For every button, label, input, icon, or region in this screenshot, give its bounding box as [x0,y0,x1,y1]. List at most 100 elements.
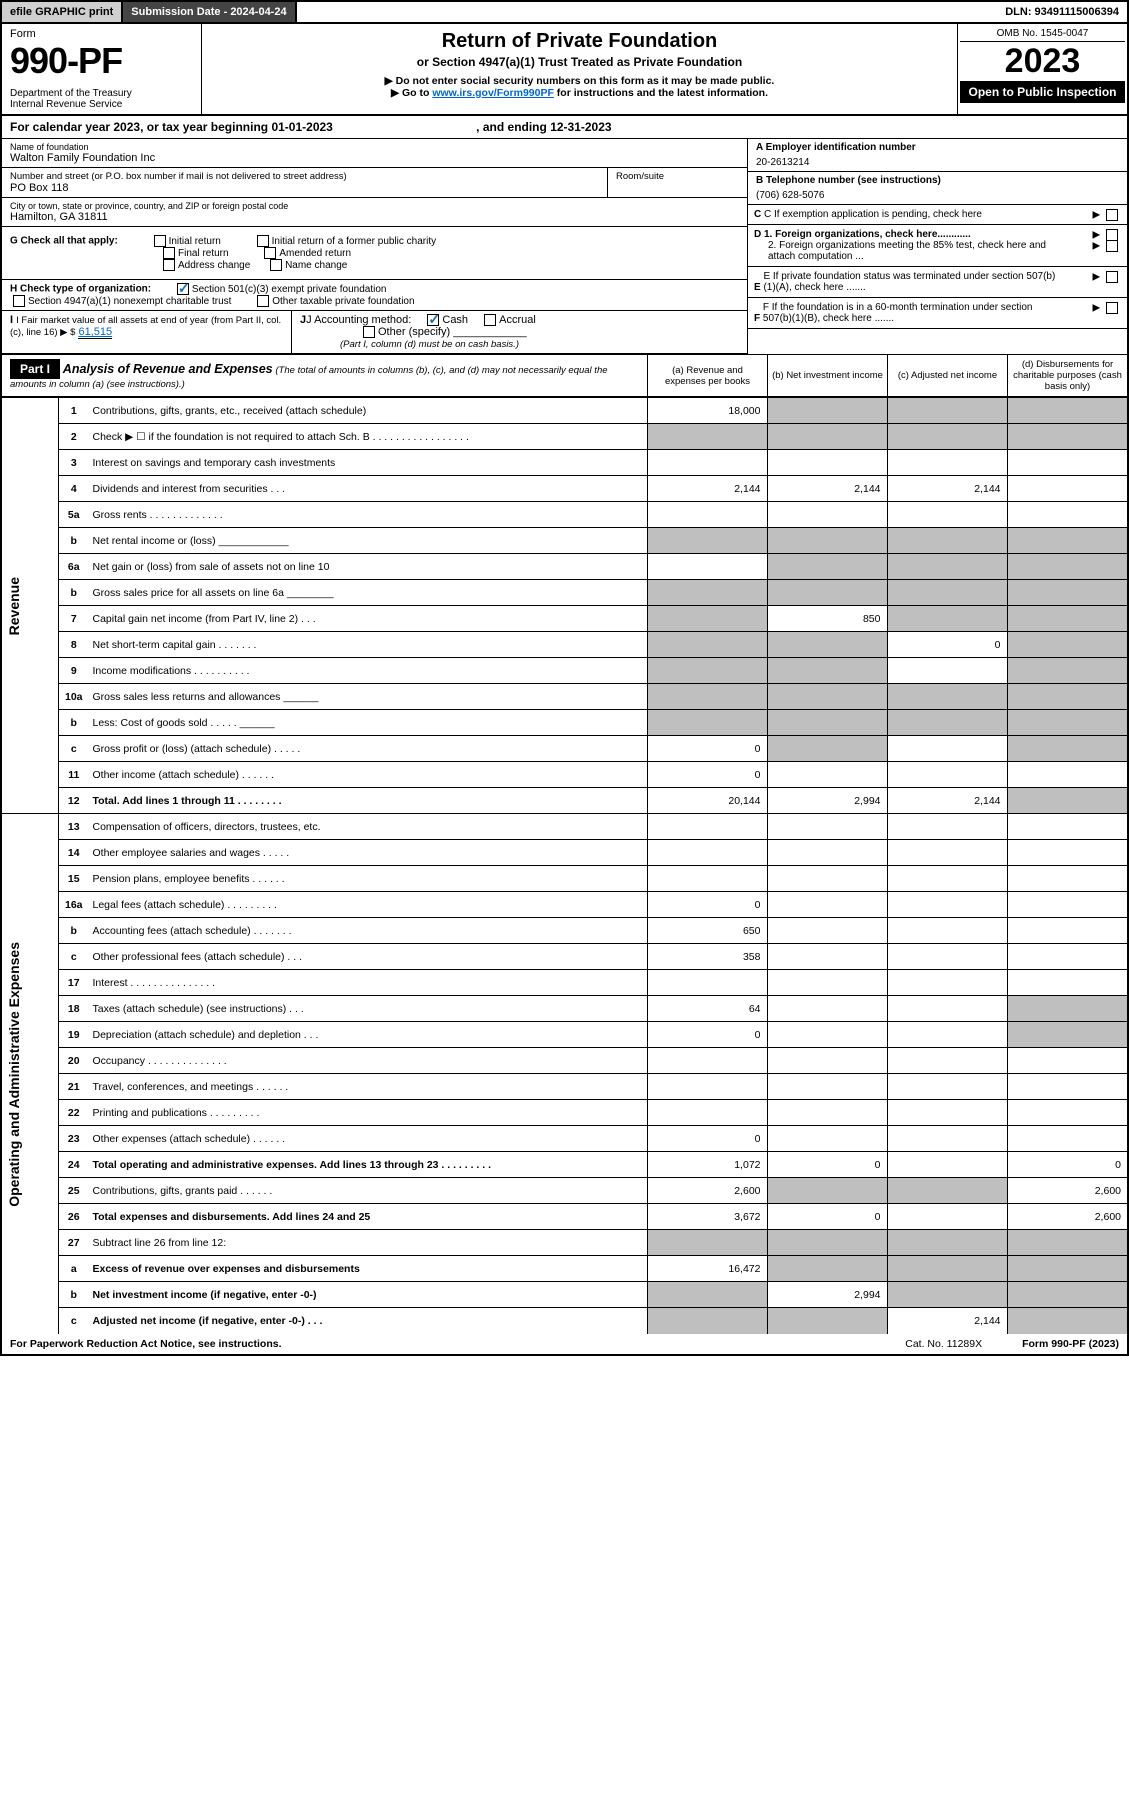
table-row: 11Other income (attach schedule) . . . .… [2,762,1127,788]
box-d: D 1. Foreign organizations, check here..… [748,225,1127,267]
fmv-value[interactable]: 61,515 [78,326,112,339]
table-row: 3Interest on savings and temporary cash … [2,450,1127,476]
top-bar: efile GRAPHIC print Submission Date - 20… [2,2,1127,24]
table-row: 15Pension plans, employee benefits . . .… [2,866,1127,892]
city-label: City or town, state or province, country… [10,201,739,211]
pra-notice: For Paperwork Reduction Act Notice, see … [10,1338,282,1350]
table-row: 6aNet gain or (loss) from sale of assets… [2,554,1127,580]
foundation-name: Walton Family Foundation Inc [10,152,739,164]
col-b-header: (b) Net investment income [767,355,887,396]
table-row: Operating and Administrative Expenses13C… [2,814,1127,840]
col-a-header: (a) Revenue and expenses per books [647,355,767,396]
table-row: 20Occupancy . . . . . . . . . . . . . . [2,1048,1127,1074]
address-label: Number and street (or P.O. box number if… [10,171,599,182]
ein-value: 20-2613214 [756,157,1119,168]
table-row: 4Dividends and interest from securities … [2,476,1127,502]
open-to-public: Open to Public Inspection [960,81,1125,103]
table-row: bLess: Cost of goods sold . . . . . ____… [2,710,1127,736]
table-row: 21Travel, conferences, and meetings . . … [2,1074,1127,1100]
table-row: bGross sales price for all assets on lin… [2,580,1127,606]
table-row: 17Interest . . . . . . . . . . . . . . . [2,970,1127,996]
chk-f[interactable] [1106,302,1118,314]
chk-initial-former[interactable] [257,235,269,247]
chk-initial-return[interactable] [154,235,166,247]
table-row: Revenue1Contributions, gifts, grants, et… [2,398,1127,424]
cat-no: Cat. No. 11289X [905,1338,982,1350]
part1-label: Part I [10,359,60,379]
phone-value: (706) 628-5076 [756,190,1119,201]
dln: DLN: 93491115006394 [997,2,1127,22]
table-row: 16aLegal fees (attach schedule) . . . . … [2,892,1127,918]
table-row: cGross profit or (loss) (attach schedule… [2,736,1127,762]
revenue-label: Revenue [6,577,22,635]
dept-treasury: Department of the Treasury Internal Reve… [10,88,193,110]
form-subtitle: or Section 4947(a)(1) Trust Treated as P… [210,55,949,69]
table-row: 10aGross sales less returns and allowanc… [2,684,1127,710]
box-j: JJ Accounting method: Cash Accrual Other… [292,311,747,353]
phone-label: B Telephone number (see instructions) [756,175,941,186]
chk-address-change[interactable] [163,259,175,271]
form-title: Return of Private Foundation [210,30,949,53]
irs-link[interactable]: www.irs.gov/Form990PF [432,87,554,99]
chk-name-change[interactable] [270,259,282,271]
note-ssn: ▶ Do not enter social security numbers o… [210,75,949,87]
table-row: 12Total. Add lines 1 through 11 . . . . … [2,788,1127,814]
table-row: 19Depreciation (attach schedule) and dep… [2,1022,1127,1048]
box-c: C C If exemption application is pending,… [748,205,1127,225]
chk-d2[interactable] [1106,240,1118,252]
table-row: 18Taxes (attach schedule) (see instructi… [2,996,1127,1022]
efile-print-label[interactable]: efile GRAPHIC print [2,2,123,22]
page-footer: For Paperwork Reduction Act Notice, see … [2,1334,1127,1354]
table-row: 24Total operating and administrative exp… [2,1152,1127,1178]
chk-cash[interactable] [427,314,439,326]
table-row: 27Subtract line 26 from line 12: [2,1230,1127,1256]
table-row: 26Total expenses and disbursements. Add … [2,1204,1127,1230]
foundation-name-label: Name of foundation [10,142,739,152]
chk-501c3[interactable] [177,283,189,295]
chk-other-taxable[interactable] [257,295,269,307]
table-row: bAccounting fees (attach schedule) . . .… [2,918,1127,944]
chk-accrual[interactable] [484,314,496,326]
box-e: E E If private foundation status was ter… [748,267,1127,298]
form-number: 990-PF [10,40,193,82]
expenses-label: Operating and Administrative Expenses [6,942,22,1207]
chk-e[interactable] [1106,271,1118,283]
table-row: 8Net short-term capital gain . . . . . .… [2,632,1127,658]
form-ref: Form 990-PF (2023) [1022,1338,1119,1350]
table-row: aExcess of revenue over expenses and dis… [2,1256,1127,1282]
col-c-header: (c) Adjusted net income [887,355,1007,396]
box-i: I I Fair market value of all assets at e… [2,311,292,353]
room-label: Room/suite [616,171,739,182]
table-row: 25Contributions, gifts, grants paid . . … [2,1178,1127,1204]
table-row: bNet investment income (if negative, ent… [2,1282,1127,1308]
address: PO Box 118 [10,182,599,194]
box-f: F F If the foundation is in a 60-month t… [748,298,1127,329]
form-word: Form [10,28,193,40]
chk-final-return[interactable] [163,247,175,259]
omb-number: OMB No. 1545-0047 [960,26,1125,42]
table-row: 2Check ▶ ☐ if the foundation is not requ… [2,424,1127,450]
part1-table: Revenue1Contributions, gifts, grants, et… [2,397,1127,1334]
table-row: 22Printing and publications . . . . . . … [2,1100,1127,1126]
table-row: 23Other expenses (attach schedule) . . .… [2,1126,1127,1152]
calendar-year-line: For calendar year 2023, or tax year begi… [2,116,1127,139]
chk-4947a1[interactable] [13,295,25,307]
ein-label: A Employer identification number [756,142,916,153]
note-goto: ▶ Go to www.irs.gov/Form990PF for instru… [210,87,949,99]
identity-block: Name of foundation Walton Family Foundat… [2,139,1127,355]
tax-year: 2023 [960,42,1125,81]
table-row: cOther professional fees (attach schedul… [2,944,1127,970]
chk-c[interactable] [1106,209,1118,221]
box-h: H Check type of organization: Section 50… [2,280,747,311]
chk-amended[interactable] [264,247,276,259]
form-header: Form 990-PF Department of the Treasury I… [2,24,1127,116]
part1-header: Part I Analysis of Revenue and Expenses … [2,355,1127,397]
box-g: G Check all that apply: Initial return I… [2,227,747,280]
form-990pf: efile GRAPHIC print Submission Date - 20… [0,0,1129,1356]
city-state-zip: Hamilton, GA 31811 [10,211,739,223]
table-row: 14Other employee salaries and wages . . … [2,840,1127,866]
col-d-header: (d) Disbursements for charitable purpose… [1007,355,1127,396]
chk-other-method[interactable] [363,326,375,338]
table-row: 5aGross rents . . . . . . . . . . . . . [2,502,1127,528]
table-row: bNet rental income or (loss) ___________… [2,528,1127,554]
